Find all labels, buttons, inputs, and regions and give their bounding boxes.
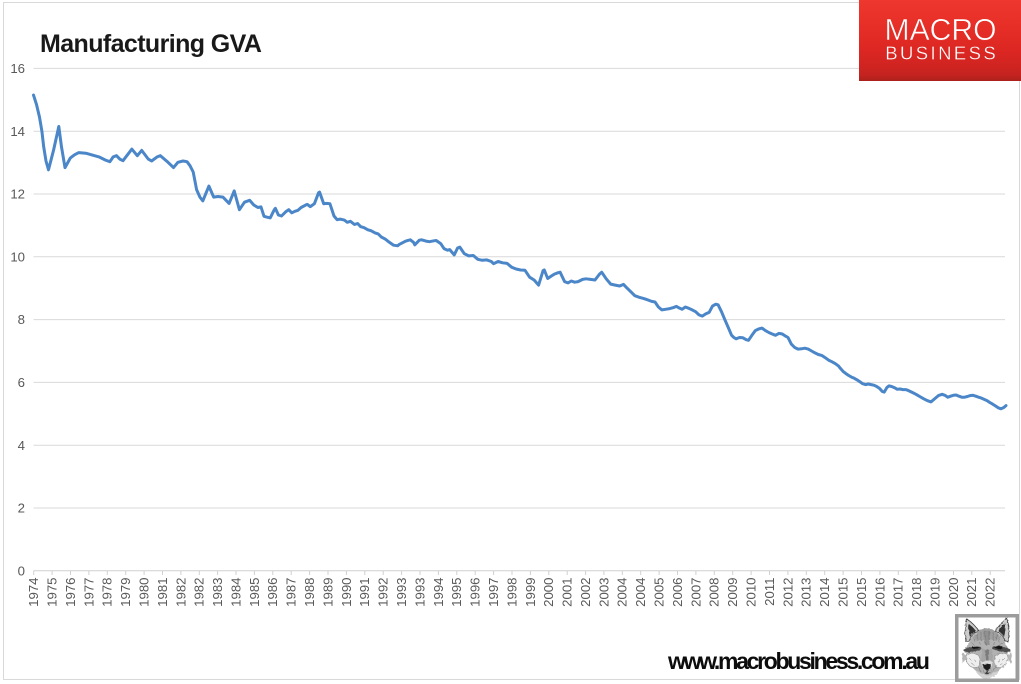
svg-text:1997: 1997 <box>486 578 501 607</box>
svg-text:2020: 2020 <box>946 578 961 607</box>
svg-text:1985: 1985 <box>247 578 262 607</box>
svg-text:2002: 2002 <box>578 578 593 607</box>
svg-text:1980: 1980 <box>137 578 152 607</box>
svg-text:1988: 1988 <box>302 578 317 607</box>
svg-text:2: 2 <box>18 501 25 516</box>
svg-text:2008: 2008 <box>707 578 722 607</box>
svg-text:2013: 2013 <box>799 578 814 607</box>
svg-text:1996: 1996 <box>468 578 483 607</box>
svg-text:1982: 1982 <box>173 578 188 607</box>
svg-text:1984: 1984 <box>228 578 243 607</box>
svg-text:1982: 1982 <box>192 578 207 607</box>
svg-text:2015: 2015 <box>854 578 869 607</box>
svg-text:2009: 2009 <box>725 578 740 607</box>
svg-text:0: 0 <box>18 563 25 578</box>
svg-text:1979: 1979 <box>118 578 133 607</box>
svg-text:2005: 2005 <box>652 578 667 607</box>
svg-text:2022: 2022 <box>983 578 998 607</box>
svg-text:1987: 1987 <box>284 578 299 607</box>
svg-text:1989: 1989 <box>320 578 335 607</box>
svg-text:1977: 1977 <box>81 578 96 607</box>
svg-text:2018: 2018 <box>909 578 924 607</box>
svg-text:2015: 2015 <box>836 578 851 607</box>
svg-text:1974: 1974 <box>26 578 41 607</box>
svg-text:12: 12 <box>10 187 25 202</box>
svg-text:2004: 2004 <box>633 578 648 607</box>
svg-text:2012: 2012 <box>780 578 795 607</box>
svg-text:MACRO: MACRO <box>885 12 997 47</box>
svg-text:1978: 1978 <box>100 578 115 607</box>
svg-text:1993: 1993 <box>412 578 427 607</box>
svg-text:2019: 2019 <box>928 578 943 607</box>
svg-text:16: 16 <box>10 61 25 76</box>
svg-text:2001: 2001 <box>560 578 575 607</box>
svg-text:1999: 1999 <box>523 578 538 607</box>
svg-text:2004: 2004 <box>615 578 630 607</box>
svg-text:2006: 2006 <box>670 578 685 607</box>
svg-text:2011: 2011 <box>762 578 777 606</box>
svg-text:2016: 2016 <box>872 578 887 607</box>
svg-text:1983: 1983 <box>210 578 225 607</box>
svg-text:2010: 2010 <box>744 578 759 607</box>
svg-text:6: 6 <box>18 375 25 390</box>
svg-text:2003: 2003 <box>596 578 611 607</box>
svg-text:1994: 1994 <box>431 578 446 607</box>
svg-text:BUSINESS: BUSINESS <box>885 43 996 64</box>
svg-text:1990: 1990 <box>339 578 354 607</box>
svg-text:1975: 1975 <box>45 578 60 607</box>
svg-text:1976: 1976 <box>63 578 78 607</box>
svg-text:2021: 2021 <box>964 578 979 607</box>
svg-text:1991: 1991 <box>357 578 372 607</box>
svg-text:1993: 1993 <box>394 578 409 607</box>
svg-text:8: 8 <box>18 312 25 327</box>
svg-text:10: 10 <box>10 249 25 264</box>
svg-text:2007: 2007 <box>688 578 703 607</box>
svg-text:2017: 2017 <box>891 578 906 607</box>
svg-text:1998: 1998 <box>504 578 519 607</box>
svg-text:4: 4 <box>18 438 25 453</box>
svg-text:1986: 1986 <box>265 578 280 607</box>
svg-text:2000: 2000 <box>541 578 556 607</box>
svg-text:14: 14 <box>10 124 25 139</box>
svg-text:1992: 1992 <box>376 578 391 607</box>
svg-text:1995: 1995 <box>449 578 464 607</box>
svg-text:1981: 1981 <box>155 578 170 607</box>
svg-text:2014: 2014 <box>817 578 832 607</box>
